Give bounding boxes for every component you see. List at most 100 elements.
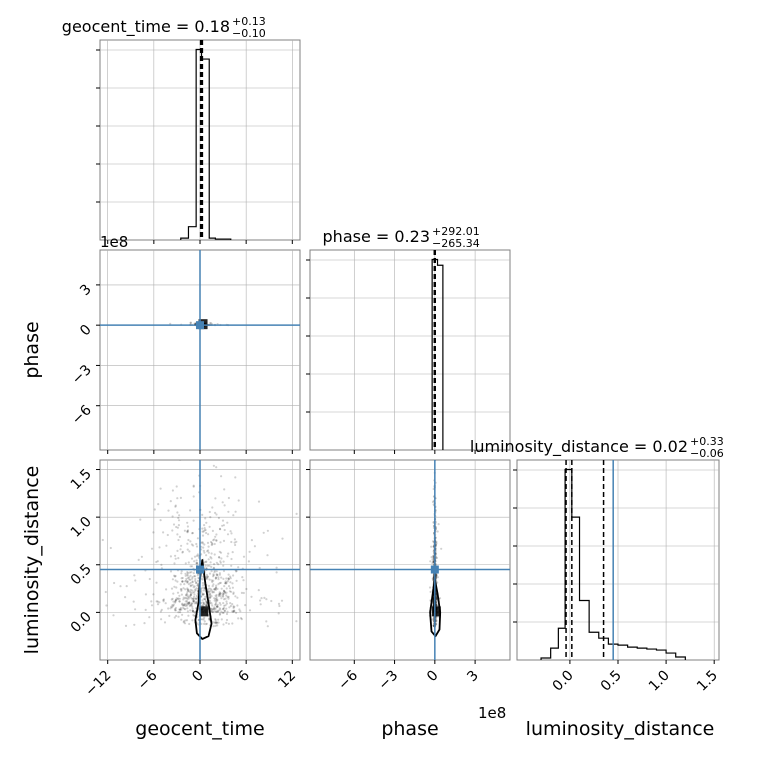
sample-point xyxy=(171,529,174,532)
sample-point xyxy=(216,599,219,602)
sample-point xyxy=(186,530,189,533)
sample-point xyxy=(435,540,438,543)
sample-point xyxy=(184,580,187,583)
title-sup-geocent_time: +0.13 xyxy=(232,15,266,28)
sample-point xyxy=(280,599,284,602)
sample-point xyxy=(191,607,194,610)
sample-point xyxy=(189,594,192,597)
sample-point xyxy=(155,581,158,584)
sample-point xyxy=(212,621,215,624)
sample-point xyxy=(187,583,190,586)
sample-point xyxy=(177,516,180,520)
sample-point xyxy=(192,572,195,575)
sample-point xyxy=(187,595,190,598)
sample-point xyxy=(176,497,179,500)
sample-point xyxy=(213,563,216,566)
ytick-label-luminosity_distance-2: 1.0 xyxy=(68,514,95,541)
sample-point xyxy=(205,575,208,579)
sample-point xyxy=(230,557,233,561)
sample-point xyxy=(190,557,194,560)
sample-point xyxy=(171,606,174,609)
sample-point xyxy=(213,588,216,591)
sample-point xyxy=(217,618,220,621)
sample-point xyxy=(133,574,136,577)
sample-point xyxy=(201,530,204,533)
sample-point xyxy=(205,560,208,563)
sample-point xyxy=(193,555,197,558)
sample-point xyxy=(219,595,222,598)
sample-point xyxy=(192,586,195,589)
sample-point xyxy=(112,614,115,617)
sample-point xyxy=(223,604,226,607)
sample-point xyxy=(432,560,435,564)
sample-point xyxy=(214,577,217,580)
sample-point xyxy=(180,618,183,621)
sample-point xyxy=(189,578,192,581)
sample-point xyxy=(134,579,137,582)
sample-point xyxy=(180,588,183,591)
sample-point xyxy=(186,548,189,551)
sample-point xyxy=(204,595,207,599)
xtick-label-luminosity_distance-3: 1.5 xyxy=(694,668,721,695)
sample-point xyxy=(192,600,195,603)
sample-point xyxy=(195,594,198,598)
sample-point xyxy=(183,529,186,532)
sample-point xyxy=(236,604,239,607)
sample-point xyxy=(225,607,228,610)
sample-point xyxy=(204,598,207,601)
sample-point xyxy=(179,611,182,614)
sample-point xyxy=(203,529,206,532)
sample-point xyxy=(239,617,243,620)
sample-point xyxy=(205,604,208,607)
histogram-geocent_time xyxy=(180,48,232,240)
sample-point xyxy=(210,557,213,560)
sample-point xyxy=(165,544,168,547)
sample-point xyxy=(166,533,169,537)
sample-point xyxy=(186,529,190,532)
sample-point xyxy=(176,526,179,529)
sample-point xyxy=(213,538,216,541)
ytick-label-luminosity_distance-0: 0.0 xyxy=(68,609,95,636)
title-sup-luminosity_distance: +0.33 xyxy=(690,435,724,448)
sample-point xyxy=(192,495,195,498)
sample-point xyxy=(235,611,238,614)
sample-point xyxy=(220,576,223,579)
sample-point xyxy=(188,601,191,604)
sample-point xyxy=(172,603,175,606)
sample-point xyxy=(242,555,246,558)
sample-point xyxy=(197,623,200,626)
sample-point xyxy=(189,574,192,577)
sample-point xyxy=(194,579,197,583)
sample-point xyxy=(224,597,227,600)
sample-point xyxy=(205,622,208,625)
sample-point xyxy=(196,574,199,577)
sample-point xyxy=(215,593,218,597)
truth-marker-geocent_time-luminosity_distance xyxy=(196,565,204,574)
sample-point xyxy=(194,588,197,591)
sample-point xyxy=(217,594,220,598)
sample-point xyxy=(186,571,189,574)
sample-point xyxy=(186,590,189,593)
sample-point xyxy=(191,580,194,583)
sample-point xyxy=(162,531,165,534)
sample-point xyxy=(184,574,187,577)
sample-point xyxy=(203,622,206,626)
sample-point xyxy=(210,607,213,610)
sample-point xyxy=(187,602,190,605)
sample-point xyxy=(187,576,190,580)
sample-point xyxy=(192,484,195,487)
sample-point xyxy=(225,581,228,584)
sample-point xyxy=(215,621,218,624)
sample-point xyxy=(205,521,208,524)
sample-point xyxy=(181,613,184,616)
sample-point xyxy=(184,588,187,591)
xtick-label-geocent_time-0: −12 xyxy=(82,668,114,700)
sample-point xyxy=(341,526,343,528)
xtick-label-phase-3: 3 xyxy=(464,668,482,686)
sample-point xyxy=(230,590,233,593)
title-sub-phase: −265.34 xyxy=(432,237,480,250)
sample-point xyxy=(210,579,213,582)
sample-point xyxy=(216,603,219,606)
sample-point xyxy=(174,606,177,610)
